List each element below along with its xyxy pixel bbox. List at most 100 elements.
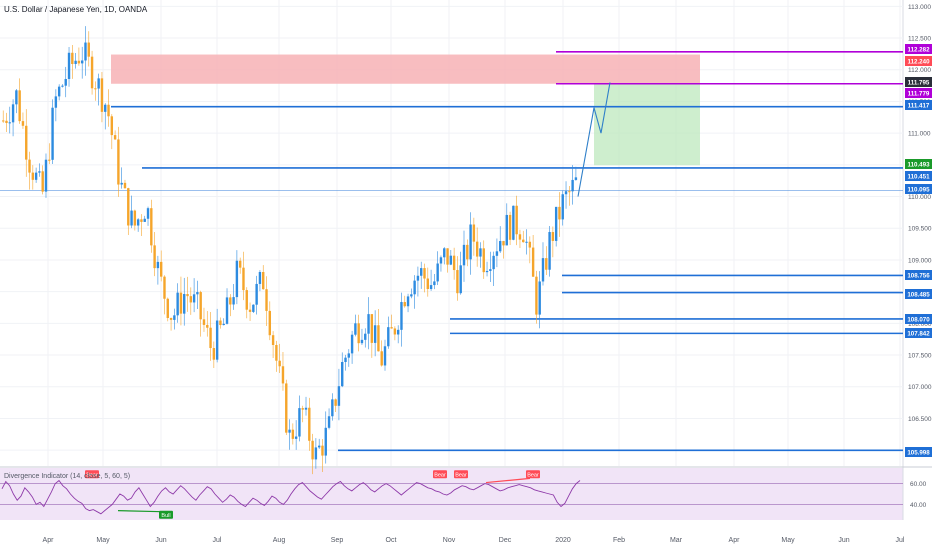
candle-body xyxy=(548,232,551,270)
candle-body xyxy=(28,159,31,173)
candle-body xyxy=(321,445,324,456)
price-tag xyxy=(905,270,932,280)
candle-body xyxy=(179,292,183,314)
indicator-background xyxy=(0,468,903,520)
candle-body xyxy=(97,78,100,89)
candle-body xyxy=(242,267,245,291)
price-axis[interactable]: 113.000112.500112.000111.500111.000110.5… xyxy=(908,4,932,455)
candle-body xyxy=(202,319,206,325)
candle-body xyxy=(159,261,163,277)
candle-body xyxy=(505,214,508,246)
candle-body xyxy=(192,294,196,303)
candle-body xyxy=(189,296,193,303)
candle-body xyxy=(176,292,179,316)
candle-body xyxy=(429,285,433,290)
candle-body xyxy=(5,120,8,123)
candle-body xyxy=(209,327,212,349)
candle-body xyxy=(2,120,5,122)
time-tick-label: May xyxy=(96,537,110,544)
candle-body xyxy=(288,429,291,433)
time-tick-label: Jul xyxy=(213,537,222,544)
candle-body xyxy=(561,194,564,220)
candle-body xyxy=(113,135,117,140)
price-tag-label: 112.240 xyxy=(907,59,930,66)
bear-divergence-line xyxy=(485,477,531,484)
price-tag-label: 110.451 xyxy=(907,174,930,181)
trade-zones xyxy=(111,54,700,166)
candle-body xyxy=(262,272,265,290)
candles xyxy=(2,26,578,475)
price-tag-label: 108.070 xyxy=(907,317,930,324)
price-tick-label: 109.500 xyxy=(908,226,932,233)
indicator-level-label: 40.00 xyxy=(910,502,927,509)
indicator-level-label: 60.00 xyxy=(910,481,927,488)
candle-body xyxy=(130,210,133,226)
price-tag xyxy=(905,159,932,169)
candle-body xyxy=(479,248,482,257)
candle-body xyxy=(120,182,123,185)
candle-body xyxy=(61,85,64,87)
candle-body xyxy=(354,323,357,335)
candle-body xyxy=(406,296,410,307)
candle-body xyxy=(34,172,38,180)
candle-body xyxy=(449,255,453,265)
candle-body xyxy=(291,429,295,439)
candle-body xyxy=(439,257,443,264)
candle-body xyxy=(344,357,347,362)
price-tick-label: 109.000 xyxy=(908,257,932,264)
buy-zone xyxy=(594,83,700,166)
candle-body xyxy=(446,248,449,265)
candle-body xyxy=(433,281,436,286)
candle-body xyxy=(38,171,41,173)
time-tick-label: Jun xyxy=(838,537,849,544)
horizontal-levels xyxy=(0,51,903,452)
indicator-tag-label: Bear xyxy=(434,472,446,478)
candle-body xyxy=(41,171,44,192)
candle-body xyxy=(551,232,555,241)
candle-body xyxy=(456,270,459,294)
price-tag xyxy=(905,56,932,66)
candle-body xyxy=(574,177,578,180)
price-tick-label: 111.000 xyxy=(908,131,931,138)
price-tag xyxy=(905,100,932,110)
candle-body xyxy=(413,280,416,295)
candle-body xyxy=(199,292,202,320)
candle-body xyxy=(107,104,110,117)
candle-body xyxy=(146,208,150,219)
candle-body xyxy=(538,281,541,315)
candle-body xyxy=(133,210,137,226)
candle-body xyxy=(327,416,331,428)
candle-body xyxy=(71,52,74,64)
candle-body xyxy=(475,241,479,257)
candle-body xyxy=(64,78,67,86)
indicator-tag-label: Bear xyxy=(527,472,539,478)
candle-body xyxy=(84,42,87,61)
price-tick-label: 113.000 xyxy=(908,4,931,11)
candle-body xyxy=(252,304,255,312)
candle-body xyxy=(495,251,499,256)
indicator-tag-label: Bull xyxy=(161,513,170,519)
candle-body xyxy=(80,60,84,64)
time-axis[interactable]: Apr May Jun Jul Aug Sep Oct Nov Dec 2020 Feb Mar Apr… xyxy=(43,537,905,544)
candle-body xyxy=(54,96,58,108)
indicator-line xyxy=(1,479,581,515)
candle-body xyxy=(136,219,140,226)
time-tick-label: Apr xyxy=(43,537,55,544)
candle-body xyxy=(25,125,28,160)
time-tick-label: Mar xyxy=(670,537,683,544)
candle-body xyxy=(515,205,518,235)
candle-body xyxy=(271,335,275,346)
price-tick-label: 106.500 xyxy=(908,416,932,423)
candle-body xyxy=(564,191,568,195)
candle-body xyxy=(215,320,219,360)
candle-body xyxy=(347,353,350,358)
candle-body xyxy=(18,90,21,122)
price-tag-label: 108.756 xyxy=(907,273,930,280)
candle-body xyxy=(225,297,229,324)
candle-body xyxy=(373,325,377,343)
candle-body xyxy=(169,317,173,320)
candle-body xyxy=(285,383,288,433)
candle-body xyxy=(357,323,360,344)
candle-body xyxy=(558,206,561,220)
bull-tag xyxy=(159,510,173,519)
